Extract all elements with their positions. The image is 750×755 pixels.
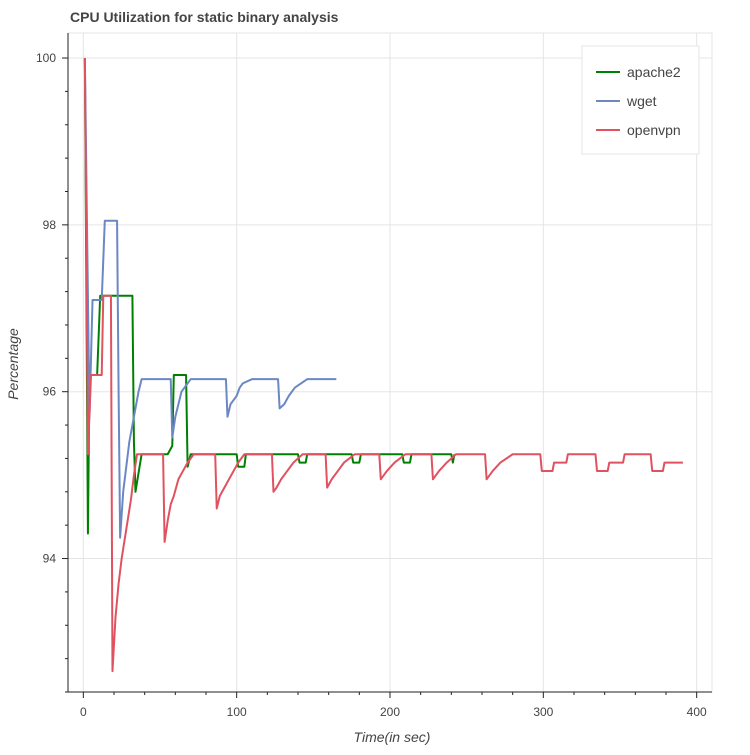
y-tick-label: 98 bbox=[43, 218, 57, 232]
x-axis-label: Time(in sec) bbox=[354, 729, 431, 745]
legend-label-apache2: apache2 bbox=[627, 64, 681, 80]
chart-title: CPU Utilization for static binary analys… bbox=[70, 9, 339, 25]
legend[interactable]: apache2 wget openvpn bbox=[581, 45, 700, 155]
y-tick-label: 100 bbox=[36, 51, 56, 65]
x-tick-label: 0 bbox=[80, 705, 87, 719]
series-lines bbox=[83, 58, 683, 673]
y-axis-label: Percentage bbox=[5, 328, 21, 400]
axes: 0 100 200 300 400 94 96 98 100 bbox=[36, 33, 712, 719]
legend-label-openvpn: openvpn bbox=[627, 122, 681, 138]
x-tick-label: 200 bbox=[380, 705, 400, 719]
x-tick-label: 100 bbox=[227, 705, 247, 719]
series-line-wget bbox=[83, 58, 337, 539]
legend-label-wget: wget bbox=[626, 93, 657, 109]
x-tick-label: 400 bbox=[687, 705, 707, 719]
x-tick-label: 300 bbox=[533, 705, 553, 719]
y-tick-label: 96 bbox=[43, 385, 57, 399]
series-line-openvpn bbox=[83, 58, 683, 673]
series-line-apache2 bbox=[83, 58, 456, 535]
y-tick-label: 94 bbox=[43, 552, 57, 566]
